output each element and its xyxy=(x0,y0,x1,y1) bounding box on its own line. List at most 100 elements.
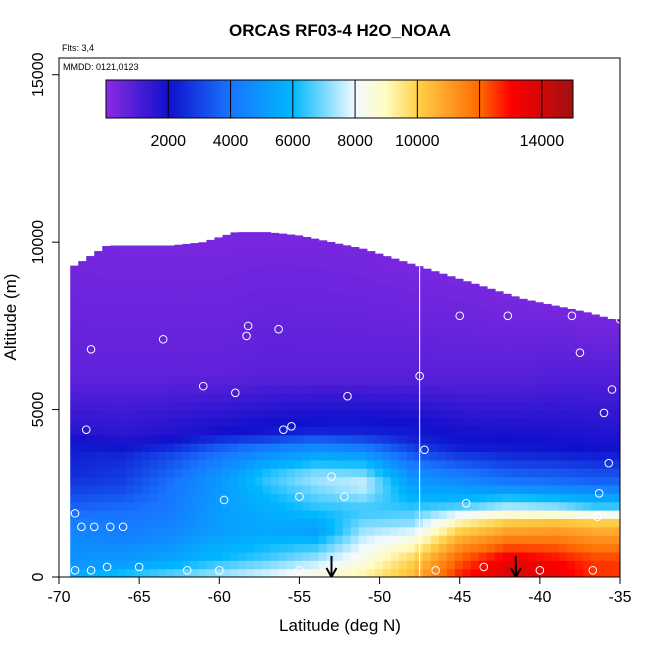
heatmap-cell xyxy=(551,359,560,369)
sample-point xyxy=(593,512,602,522)
heatmap-cell xyxy=(543,426,552,436)
heatmap-cell xyxy=(486,384,496,394)
heatmap-cell xyxy=(454,392,464,402)
heatmap-cell xyxy=(214,292,224,302)
heatmap-cell xyxy=(126,510,135,520)
heatmap-cell xyxy=(254,275,264,285)
heatmap-cell xyxy=(214,300,224,310)
heatmap-cell xyxy=(342,292,352,302)
heatmap-cell xyxy=(382,376,392,386)
heatmap-cell xyxy=(70,384,79,394)
heatmap-cell xyxy=(583,334,592,344)
heatmap-cell xyxy=(230,317,240,327)
heatmap-cell xyxy=(206,267,216,277)
heatmap-cell xyxy=(214,384,224,394)
heatmap-cell xyxy=(254,568,264,577)
heatmap-cell xyxy=(519,392,528,402)
heatmap-cell xyxy=(470,560,480,570)
heatmap-cell xyxy=(599,334,608,344)
heatmap-cell xyxy=(286,560,296,570)
heatmap-cell xyxy=(511,309,520,319)
heatmap-cell xyxy=(438,468,448,478)
heatmap-cell xyxy=(310,568,320,577)
heatmap-cell xyxy=(134,367,143,377)
heatmap-cell xyxy=(126,434,135,444)
heatmap-cell xyxy=(262,501,272,511)
heatmap-cell xyxy=(118,384,127,394)
heatmap-cell xyxy=(302,292,312,302)
heatmap-cell xyxy=(438,543,448,553)
heatmap-cell xyxy=(559,384,568,394)
heatmap-cell xyxy=(398,342,408,352)
heatmap-cell xyxy=(430,384,440,394)
heatmap-cell xyxy=(278,417,288,427)
heatmap-cell xyxy=(615,443,620,453)
heatmap-cell xyxy=(134,451,143,461)
heatmap-cell xyxy=(398,551,408,561)
heatmap-cell xyxy=(615,501,620,511)
heatmap-cell xyxy=(142,334,151,344)
heatmap-cell xyxy=(430,317,440,327)
heatmap-cell xyxy=(278,510,288,520)
heatmap-cell xyxy=(414,468,424,478)
heatmap-cell xyxy=(214,325,224,335)
heatmap-cell xyxy=(214,284,224,293)
heatmap-cell xyxy=(567,350,576,360)
heatmap-cell xyxy=(254,434,264,444)
heatmap-cell xyxy=(527,543,536,553)
heatmap-cell xyxy=(446,510,456,520)
heatmap-cell xyxy=(342,417,352,427)
heatmap-cell xyxy=(382,551,392,561)
heatmap-cell xyxy=(206,376,216,386)
heatmap-cell xyxy=(494,560,504,570)
heatmap-cell xyxy=(366,284,376,293)
heatmap-cell xyxy=(398,426,408,436)
heatmap-cell xyxy=(551,325,560,335)
heatmap-cell xyxy=(527,535,536,545)
heatmap-cell xyxy=(551,476,560,486)
heatmap-cell xyxy=(398,468,408,478)
heatmap-cell xyxy=(470,325,480,335)
heatmap-cell xyxy=(342,317,352,327)
heatmap-cell xyxy=(286,234,296,243)
heatmap-cell xyxy=(310,443,320,453)
heatmap-cell xyxy=(591,376,600,386)
heatmap-cell xyxy=(134,258,143,268)
heatmap-cell xyxy=(262,510,272,520)
heatmap-cell xyxy=(567,484,576,494)
heatmap-cell xyxy=(158,543,167,553)
heatmap-cell xyxy=(326,443,336,453)
heatmap-cell xyxy=(543,325,552,335)
heatmap-cell xyxy=(142,300,151,310)
heatmap-cell xyxy=(278,493,288,503)
heatmap-cell xyxy=(583,409,592,419)
heatmap-cell xyxy=(575,468,584,478)
heatmap-cell xyxy=(519,298,528,302)
heatmap-cell xyxy=(302,384,312,394)
heatmap-cell xyxy=(102,246,111,252)
heatmap-cell xyxy=(286,476,296,486)
heatmap-cell xyxy=(358,417,368,427)
heatmap-cell xyxy=(607,434,616,444)
heatmap-cell xyxy=(230,568,240,577)
heatmap-cell xyxy=(559,560,568,570)
heatmap-cell xyxy=(222,392,232,402)
heatmap-cell xyxy=(206,468,216,478)
heatmap-cell xyxy=(270,535,280,545)
heatmap-cell xyxy=(527,459,536,469)
heatmap-cell xyxy=(110,258,119,268)
heatmap-cell xyxy=(206,551,216,561)
heatmap-cell xyxy=(551,384,560,394)
heatmap-cell xyxy=(182,443,192,453)
heatmap-cell xyxy=(310,376,320,386)
heatmap-cell xyxy=(238,535,248,545)
heatmap-cell xyxy=(238,376,248,386)
heatmap-cell xyxy=(527,359,536,369)
heatmap-cell xyxy=(262,568,272,577)
heatmap-cell xyxy=(382,300,392,310)
heatmap-cell xyxy=(494,350,504,360)
heatmap-cell xyxy=(462,484,472,494)
heatmap-cell xyxy=(591,359,600,369)
heatmap-cell xyxy=(286,518,296,528)
heatmap-cell xyxy=(134,535,143,545)
